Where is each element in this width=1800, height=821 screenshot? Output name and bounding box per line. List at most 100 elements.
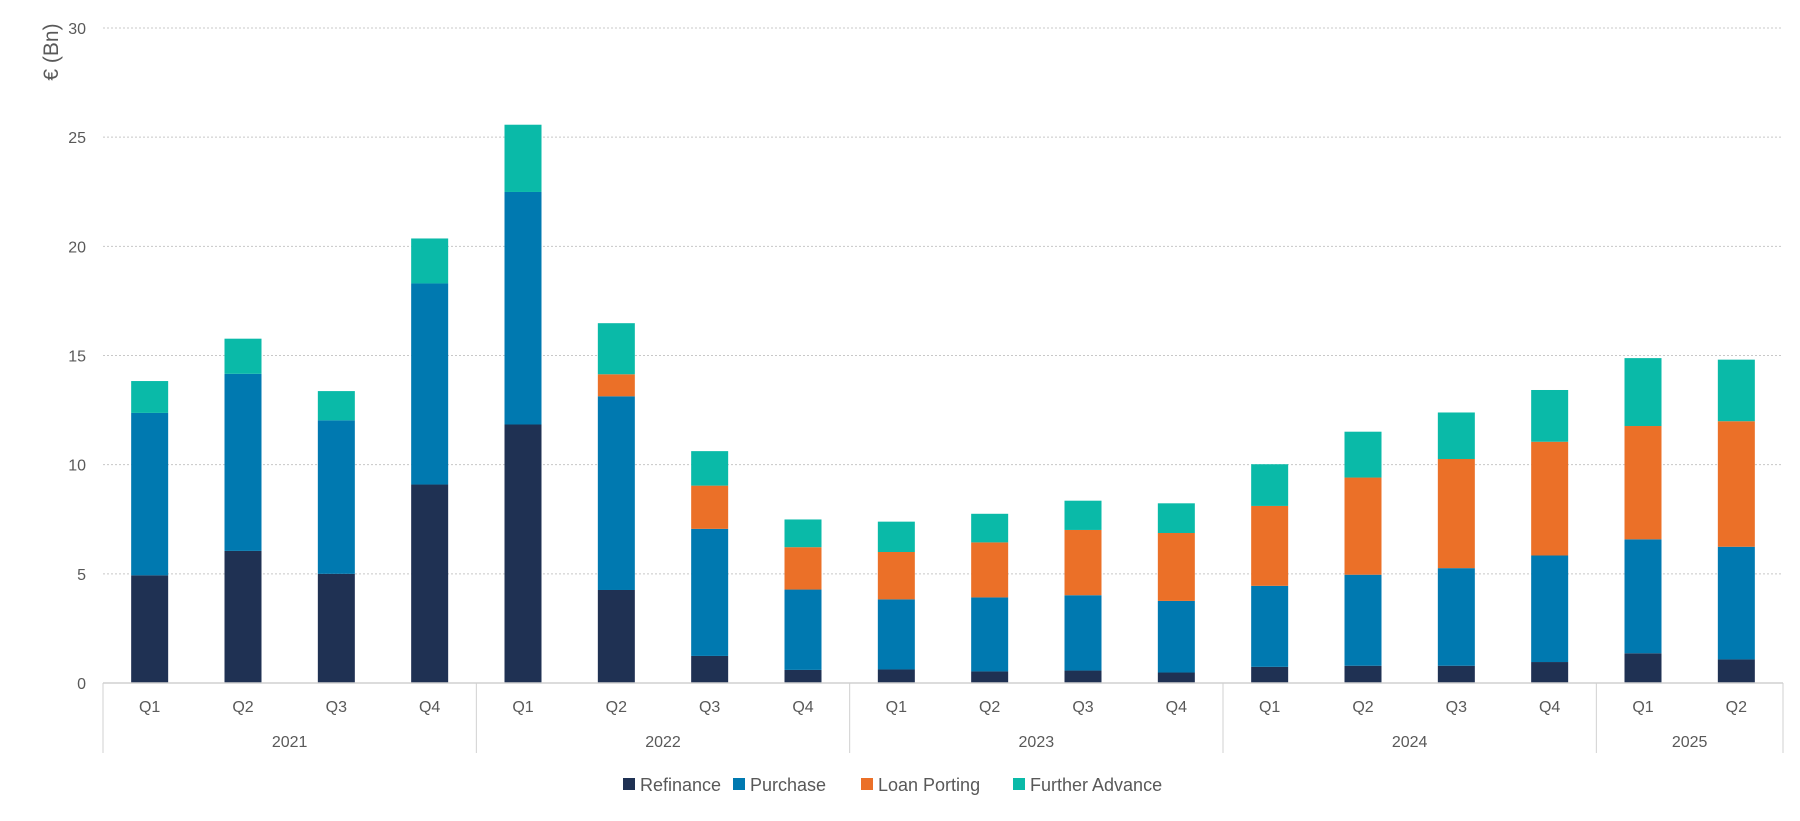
x-tick-label: Q4: [419, 699, 440, 716]
legend-swatch-loan-porting: [861, 778, 873, 790]
bar-segment-refinance: [784, 669, 822, 683]
y-tick-label: 15: [68, 349, 86, 366]
x-tick-label: Q2: [1726, 699, 1747, 716]
bar-segment-refinance: [224, 550, 262, 683]
bar-segment-purchase: [597, 396, 635, 590]
legend-swatch-refinance: [623, 778, 635, 790]
bar-segment-further-advance: [224, 338, 262, 374]
bar-segment-further-advance: [1064, 500, 1102, 530]
bar-segment-further-advance: [1344, 431, 1382, 478]
bars: [131, 124, 1755, 683]
x-tick-label: Q1: [139, 699, 160, 716]
y-axis-ticks: 0 5 10 15 20 25 30: [68, 21, 86, 693]
bar-segment-further-advance: [1157, 503, 1195, 534]
bar-segment-refinance: [1624, 653, 1662, 683]
bar-segment-further-advance: [784, 519, 822, 548]
x-tick-label: Q4: [792, 699, 813, 716]
bar-segment-loan-porting: [877, 552, 915, 600]
bar-segment-further-advance: [1437, 412, 1475, 459]
legend: Refinance Purchase Loan Porting Further Adv…: [623, 775, 1162, 795]
y-axis-label: € (Bn): [40, 23, 63, 80]
bar-segment-purchase: [504, 191, 542, 425]
bar-segment-refinance: [1717, 659, 1755, 683]
bar-segment-loan-porting: [1157, 533, 1195, 601]
bar-segment-purchase: [131, 412, 169, 576]
bar-segment-refinance: [877, 669, 915, 683]
x-group-label: 2023: [1019, 734, 1055, 751]
bar-segment-refinance: [317, 573, 355, 683]
x-tick-label: Q1: [1259, 699, 1280, 716]
x-axis: Q1 Q2 Q3 Q4 Q1 Q2 Q3 Q4 Q1 Q2 Q3 Q4 Q1 Q2 Q3 Q4 Q1 Q2 2021…: [102, 682, 1784, 753]
x-tick-label: Q3: [1446, 699, 1467, 716]
bar-segment-purchase: [1344, 574, 1382, 666]
bar-segment-further-advance: [131, 381, 169, 413]
bar-segment-loan-porting: [1251, 505, 1289, 586]
x-tick-label: Q4: [1166, 699, 1187, 716]
bar-segment-further-advance: [317, 391, 355, 421]
legend-label: Loan Porting: [878, 775, 980, 795]
bar-segment-purchase: [1064, 595, 1102, 671]
legend-label: Purchase: [750, 775, 826, 795]
x-tick-label: Q3: [326, 699, 347, 716]
bar-segment-purchase: [1437, 568, 1475, 666]
bar-segment-further-advance: [411, 238, 449, 284]
bar-segment-refinance: [971, 671, 1009, 683]
bar-segment-refinance: [131, 575, 169, 683]
bar-segment-purchase: [317, 420, 355, 574]
y-tick-label: 5: [77, 567, 86, 584]
bar-segment-purchase: [691, 528, 729, 656]
bar-segment-further-advance: [971, 513, 1009, 543]
bar-segment-purchase: [411, 283, 449, 485]
bar-segment-further-advance: [1717, 359, 1755, 422]
legend-label: Further Advance: [1030, 775, 1162, 795]
bar-segment-further-advance: [1251, 464, 1289, 506]
x-tick-label: Q1: [886, 699, 907, 716]
bar-segment-further-advance: [1531, 389, 1569, 442]
x-group-label: 2025: [1672, 734, 1708, 751]
bar-segment-purchase: [1251, 585, 1289, 667]
bar-segment-refinance: [1344, 665, 1382, 683]
bar-segment-purchase: [224, 373, 262, 551]
y-tick-label: 25: [68, 130, 86, 147]
bar-segment-further-advance: [597, 323, 635, 375]
y-tick-label: 20: [68, 239, 86, 256]
bar-segment-refinance: [411, 484, 449, 683]
y-tick-label: 30: [68, 21, 86, 38]
y-tick-label: 0: [77, 676, 86, 693]
legend-swatch-further-advance: [1013, 778, 1025, 790]
x-tick-label: Q2: [1352, 699, 1373, 716]
x-tick-label: Q1: [512, 699, 533, 716]
bar-segment-refinance: [1437, 665, 1475, 683]
bar-segment-purchase: [971, 597, 1009, 672]
bar-segment-further-advance: [504, 124, 542, 192]
bar-segment-refinance: [1251, 666, 1289, 683]
bar-segment-loan-porting: [1437, 458, 1475, 569]
x-group-label: 2022: [645, 734, 681, 751]
x-group-label: 2021: [272, 734, 308, 751]
bar-segment-refinance: [1064, 670, 1102, 683]
bar-segment-refinance: [597, 589, 635, 683]
bar-segment-loan-porting: [1064, 529, 1102, 596]
gridlines: [103, 27, 1783, 575]
bar-segment-loan-porting: [691, 485, 729, 529]
x-tick-label: Q3: [1072, 699, 1093, 716]
bar-segment-loan-porting: [1344, 477, 1382, 575]
bar-segment-purchase: [877, 599, 915, 670]
bar-segment-further-advance: [877, 521, 915, 552]
x-tick-label: Q2: [979, 699, 1000, 716]
x-tick-label: Q3: [699, 699, 720, 716]
bar-segment-purchase: [1157, 600, 1195, 673]
bar-segment-purchase: [1531, 555, 1569, 663]
bar-segment-purchase: [784, 589, 822, 670]
y-tick-label: 10: [68, 458, 86, 475]
bar-segment-purchase: [1717, 546, 1755, 660]
bar-segment-purchase: [1624, 539, 1662, 654]
x-tick-label: Q2: [606, 699, 627, 716]
bar-segment-loan-porting: [784, 547, 822, 590]
x-tick-label: Q4: [1539, 699, 1560, 716]
x-group-label: 2024: [1392, 734, 1428, 751]
x-tick-label: Q1: [1632, 699, 1653, 716]
bar-segment-loan-porting: [971, 542, 1009, 598]
bar-segment-loan-porting: [597, 374, 635, 397]
